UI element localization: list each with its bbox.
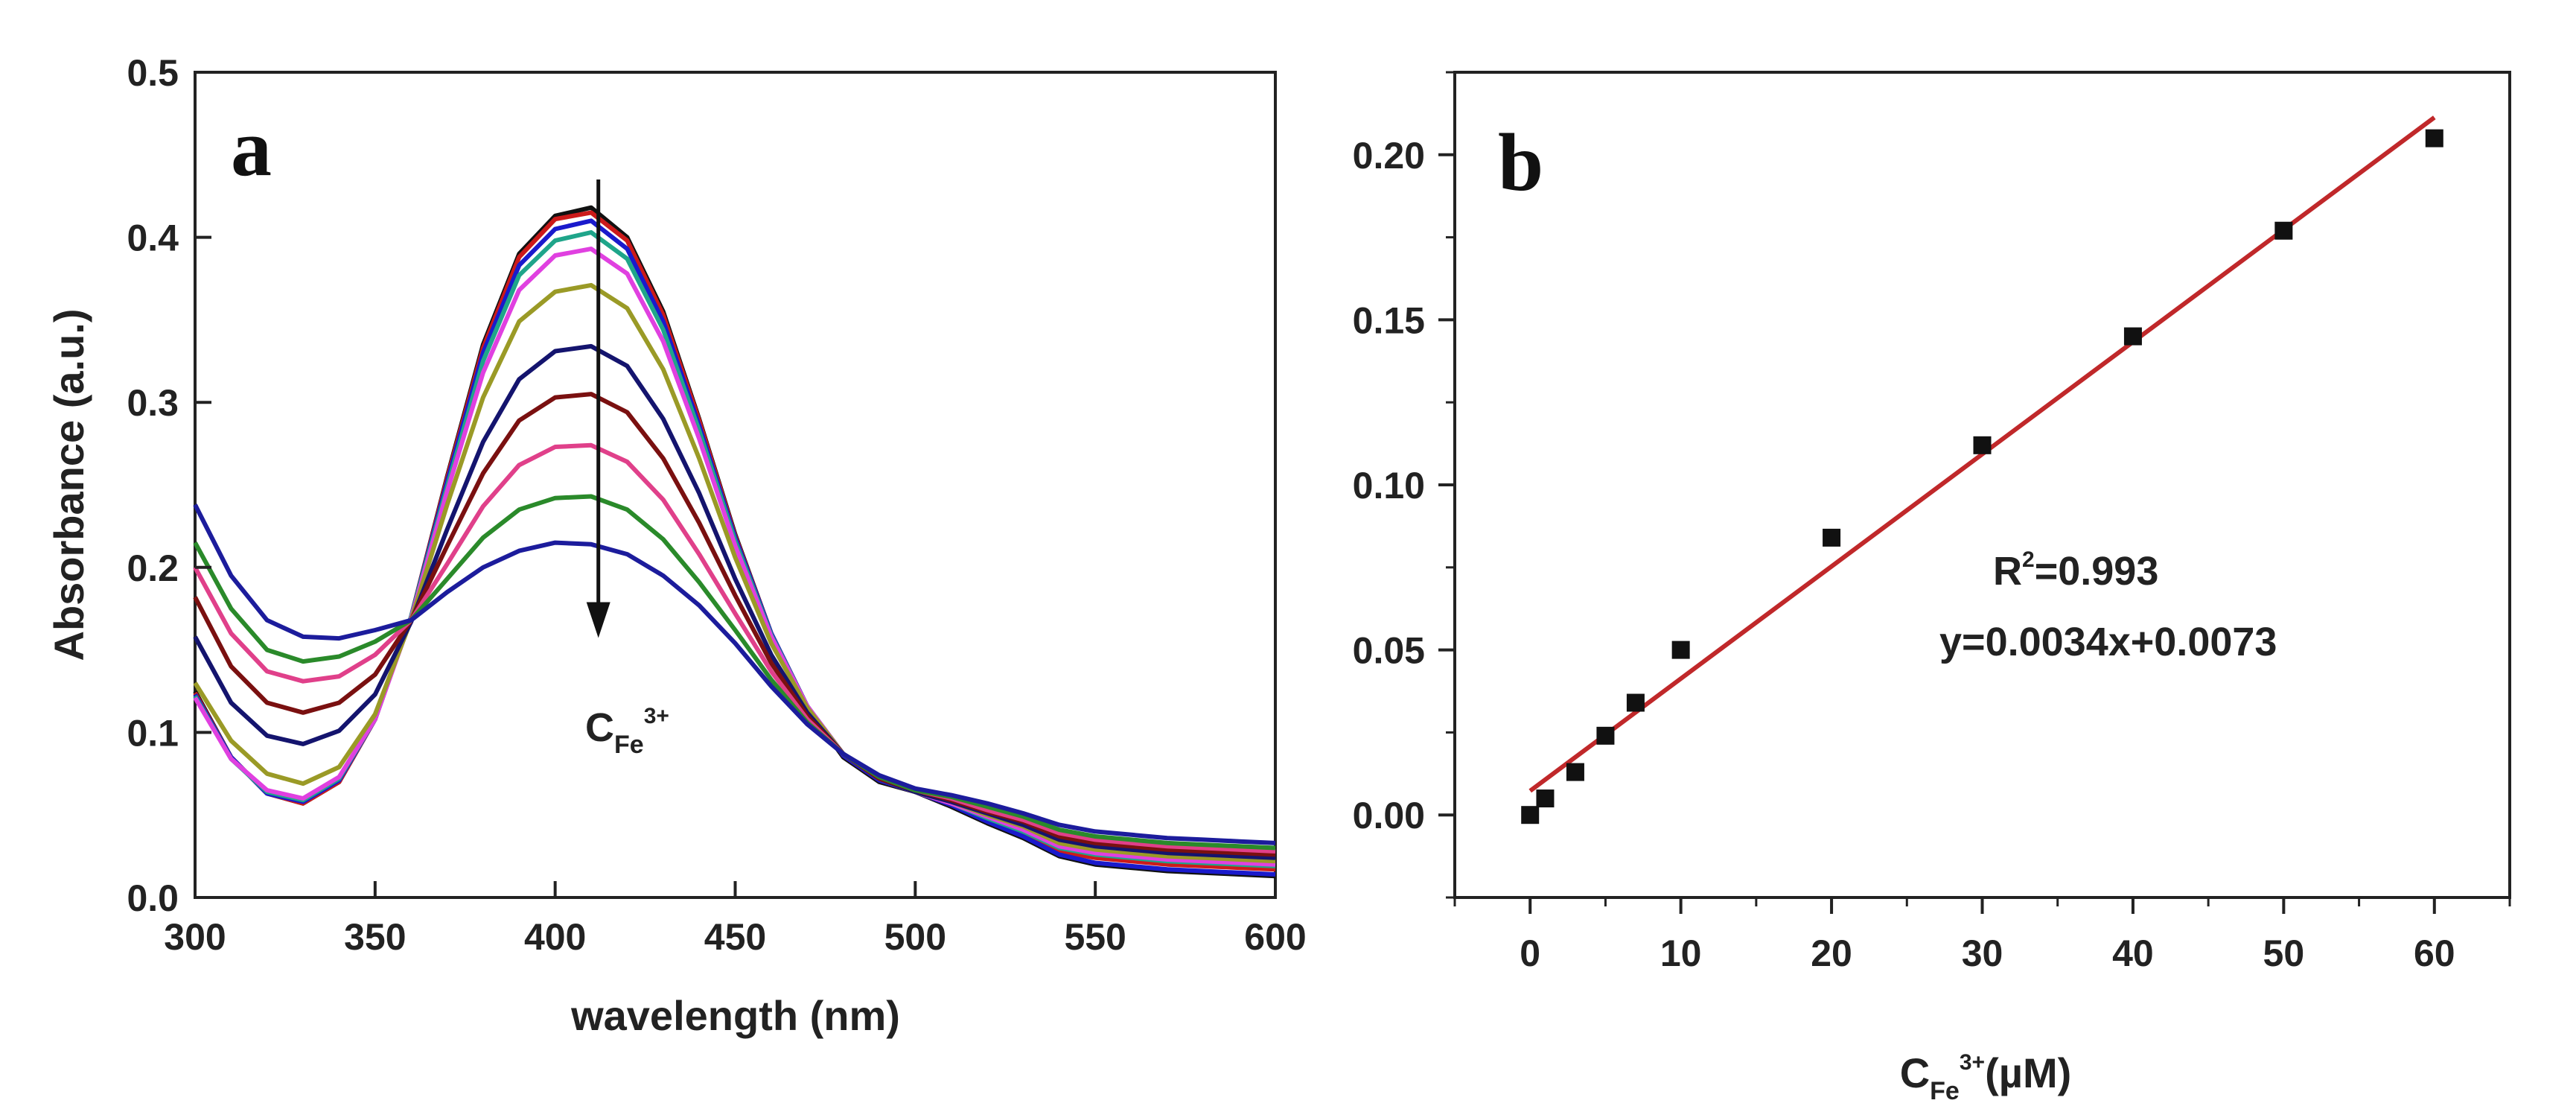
panel-b-chart: 0 10 20 30 40 50 60 0.00 0.05 0.10 0.15 0.20 b R2=0… [1353,71,2511,1105]
panel-b-plot-frame [1453,71,2511,899]
data-point [1596,726,1615,745]
panel-a-series-line-7 [193,343,1276,860]
data-point [2425,129,2443,147]
panel-a-series-group [193,205,1276,879]
panel-a-y-tick-label: 0.4 [127,217,179,259]
panel-b-ticks: 0 10 20 30 40 50 60 0.00 0.05 0.10 0.15 0.20 [1353,71,2511,974]
data-point [1521,806,1540,824]
panel-a-arrow-label: CFe3+ [585,704,669,759]
arrow-label-sub: Fe [614,731,644,759]
arrow-label-sup: 3+ [644,704,669,728]
panel-a-x-tick-label: 350 [344,916,406,958]
panel-a-y-tick-label: 0.5 [127,52,179,94]
data-point [2274,221,2293,240]
panel-a-series-line-5 [193,247,1276,867]
panel-b-x-tick-label: 0 [1520,932,1540,974]
panel-b-y-tick-label: 0.15 [1353,299,1425,341]
panel-b-equation: y=0.0034x+0.0073 [1939,620,2277,664]
panel-a-x-tick-label: 450 [704,916,766,958]
panel-a-x-tick-label: 550 [1064,916,1126,958]
panel-b-x-axis-label: CFe3+(µM) [1900,1049,2072,1105]
panel-a-y-tick-label: 0.3 [127,382,179,424]
r2-value: =0.993 [2035,549,2159,594]
data-point [1823,528,1841,547]
panel-b-x-tick-label: 30 [1962,932,2003,974]
panel-b-x-tick-label: 20 [1811,932,1852,974]
panel-b-x-tick-label: 50 [2263,932,2305,974]
panel-a-plot-frame [194,71,1277,899]
panel-b-y-tick-label: 0.10 [1353,465,1425,506]
arrow-label-main: C [585,705,614,750]
xlabel-units: (µM) [1985,1049,2071,1096]
panel-a-series-line-10 [193,494,1276,851]
panel-b-points-group [1521,129,2443,824]
panel-a-y-tick-label: 0.1 [127,712,179,754]
panel-a-x-tick-label: 300 [164,916,226,958]
r2-sup: 2 [2022,547,2035,572]
panel-a-series-line-9 [193,442,1276,854]
panel-b-x-tick-label: 40 [2112,932,2154,974]
xlabel-sub: Fe [1930,1077,1960,1105]
data-point [1536,789,1555,808]
panel-a-series-line-6 [193,282,1276,864]
panel-a-y-tick-label: 0.2 [127,547,179,589]
panel-a-x-tick-label: 400 [524,916,586,958]
r2-label: R [1993,549,2022,594]
panel-a-y-axis-label: Absorbance (a.u.) [45,309,92,661]
data-point [1973,436,1992,454]
panel-a-x-tick-label: 500 [884,916,946,958]
panel-b-letter: b [1498,117,1543,208]
panel-b-r2-annotation: R2=0.993 [1993,547,2158,594]
arrow-head [586,602,610,638]
xlabel-main: C [1900,1049,1930,1096]
panel-a-x-axis-label: wavelength (nm) [570,992,900,1039]
panel-a-y-tick-label: 0.0 [127,877,179,919]
panel-a-letter: a [231,102,272,193]
panel-a-x-tick-label: 600 [1244,916,1306,958]
panel-a-series-line-11 [193,503,1276,845]
data-point [2123,327,2142,346]
panel-b-y-tick-label: 0.05 [1353,630,1425,672]
data-point [1626,693,1645,712]
data-point [1671,641,1690,659]
panel-b-x-tick-label: 10 [1660,932,1702,974]
panel-b-y-tick-label: 0.20 [1353,135,1425,177]
panel-a-arrow [586,179,610,638]
panel-a-ticks: 300 350 400 450 500 550 600 0.0 0.1 0.2 0.3 0.4 0.5 [127,52,1306,958]
panel-b-y-tick-label: 0.00 [1353,795,1425,836]
panel-a-chart: 300 350 400 450 500 550 6000.00.10.20.30.40.5 … [45,52,1307,1039]
data-point [1566,763,1584,781]
panel-b-x-tick-label: 60 [2414,932,2455,974]
xlabel-sup: 3+ [1960,1050,1985,1075]
panel-a-series-line-8 [193,392,1276,857]
